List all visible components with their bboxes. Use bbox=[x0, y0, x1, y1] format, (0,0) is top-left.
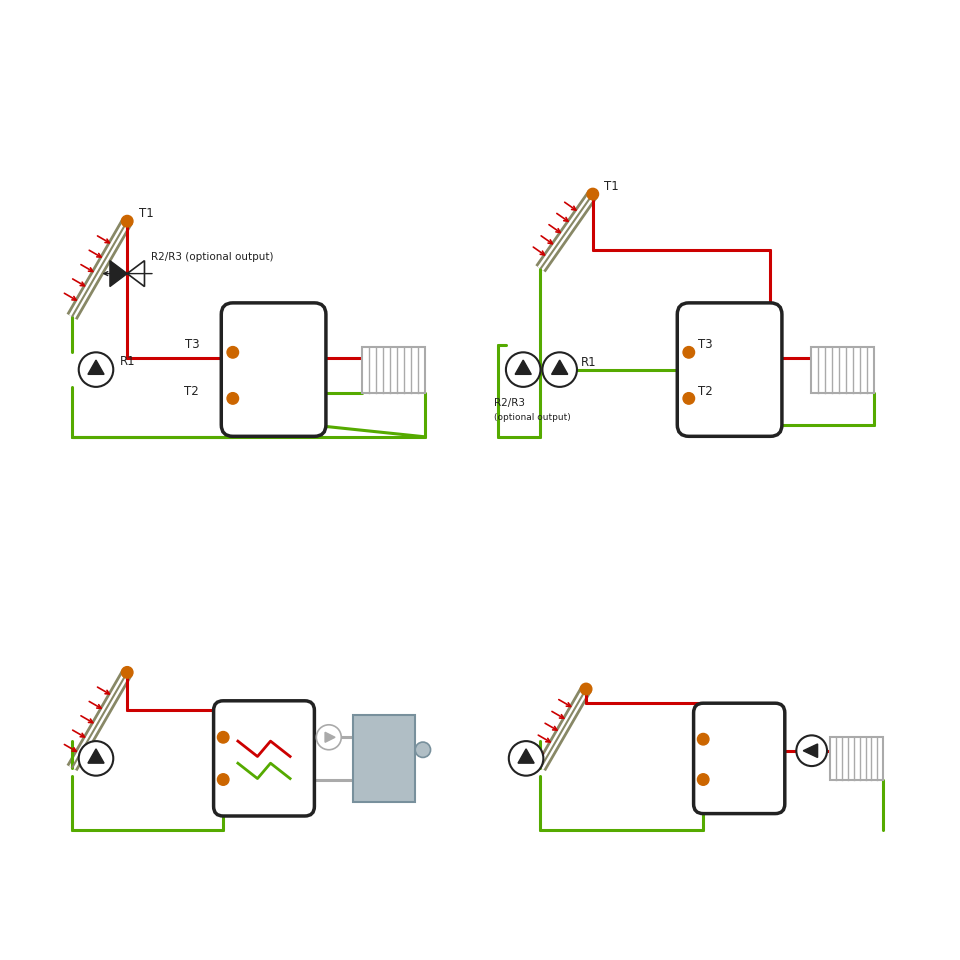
Circle shape bbox=[218, 774, 229, 785]
Text: T3: T3 bbox=[699, 339, 713, 351]
Circle shape bbox=[684, 393, 695, 404]
Text: T2: T2 bbox=[699, 385, 713, 397]
Circle shape bbox=[79, 741, 113, 776]
Circle shape bbox=[227, 347, 238, 358]
FancyBboxPatch shape bbox=[693, 703, 784, 814]
Text: T1: T1 bbox=[139, 207, 154, 221]
Polygon shape bbox=[516, 360, 531, 374]
Bar bbox=[353, 715, 416, 802]
Circle shape bbox=[317, 725, 342, 750]
Text: T3: T3 bbox=[184, 339, 199, 351]
FancyBboxPatch shape bbox=[213, 701, 315, 816]
Text: T1: T1 bbox=[604, 180, 619, 193]
Polygon shape bbox=[88, 749, 104, 763]
Polygon shape bbox=[127, 261, 144, 286]
Circle shape bbox=[218, 732, 229, 743]
Text: T2: T2 bbox=[184, 385, 199, 397]
Text: R1: R1 bbox=[120, 355, 135, 368]
FancyBboxPatch shape bbox=[221, 303, 325, 436]
Polygon shape bbox=[804, 744, 818, 757]
Circle shape bbox=[227, 393, 238, 404]
Text: (optional output): (optional output) bbox=[494, 413, 571, 421]
Circle shape bbox=[797, 735, 828, 766]
Circle shape bbox=[542, 352, 577, 387]
Circle shape bbox=[509, 741, 543, 776]
Bar bbox=[811, 347, 874, 393]
Circle shape bbox=[587, 188, 598, 200]
Circle shape bbox=[506, 352, 540, 387]
Circle shape bbox=[697, 774, 708, 785]
Circle shape bbox=[415, 742, 430, 757]
Polygon shape bbox=[109, 261, 127, 286]
Polygon shape bbox=[552, 360, 567, 374]
Polygon shape bbox=[518, 749, 534, 763]
Circle shape bbox=[684, 347, 695, 358]
Circle shape bbox=[121, 666, 133, 678]
Polygon shape bbox=[325, 732, 335, 742]
Circle shape bbox=[79, 352, 113, 387]
Polygon shape bbox=[88, 360, 104, 374]
Bar bbox=[830, 737, 883, 780]
Circle shape bbox=[580, 684, 591, 695]
Bar bbox=[362, 347, 424, 393]
FancyBboxPatch shape bbox=[678, 303, 781, 436]
Text: R1: R1 bbox=[581, 356, 596, 369]
Circle shape bbox=[121, 215, 133, 227]
Circle shape bbox=[697, 733, 708, 745]
Text: R2/R3: R2/R3 bbox=[494, 398, 525, 408]
Text: R2/R3 (optional output): R2/R3 (optional output) bbox=[151, 252, 274, 262]
